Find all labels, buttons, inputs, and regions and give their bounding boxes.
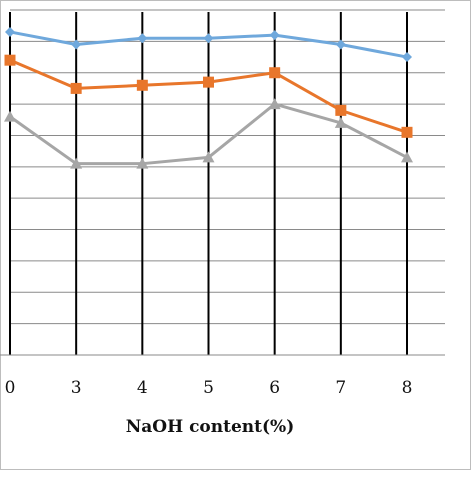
series-2-point: [401, 126, 413, 138]
x-tick-label: 0: [5, 378, 16, 398]
series-2-point: [203, 76, 214, 88]
x-tick-label: 8: [402, 378, 413, 398]
x-tick-label: 3: [71, 378, 82, 398]
series-3-point: [334, 116, 347, 128]
series-2-point: [136, 79, 148, 91]
x-tick-label: 6: [269, 378, 280, 398]
chart-border: [0, 0, 471, 470]
series-1-point: [5, 26, 15, 37]
series-3-point: [202, 151, 215, 163]
series-3-point: [401, 151, 413, 163]
series-1-point: [71, 39, 82, 50]
series-2-point: [269, 67, 281, 79]
x-tick-label: 5: [203, 378, 214, 398]
series-2-point: [70, 82, 82, 94]
series-1-point: [137, 33, 148, 44]
series-1-point: [335, 39, 346, 50]
series-3-point: [70, 157, 83, 169]
x-tick-label: 4: [137, 378, 148, 398]
x-tick-label: 7: [335, 378, 346, 398]
series-3-point: [268, 98, 281, 110]
x-axis-label: NaOH content(%): [126, 417, 295, 437]
series-3-point: [4, 110, 16, 122]
series-3-point: [136, 157, 149, 169]
series-2-point: [335, 104, 347, 116]
series-1-point: [402, 52, 412, 63]
series-1-point: [269, 30, 280, 41]
series-1-point: [203, 33, 214, 44]
series-2-point: [4, 54, 16, 66]
